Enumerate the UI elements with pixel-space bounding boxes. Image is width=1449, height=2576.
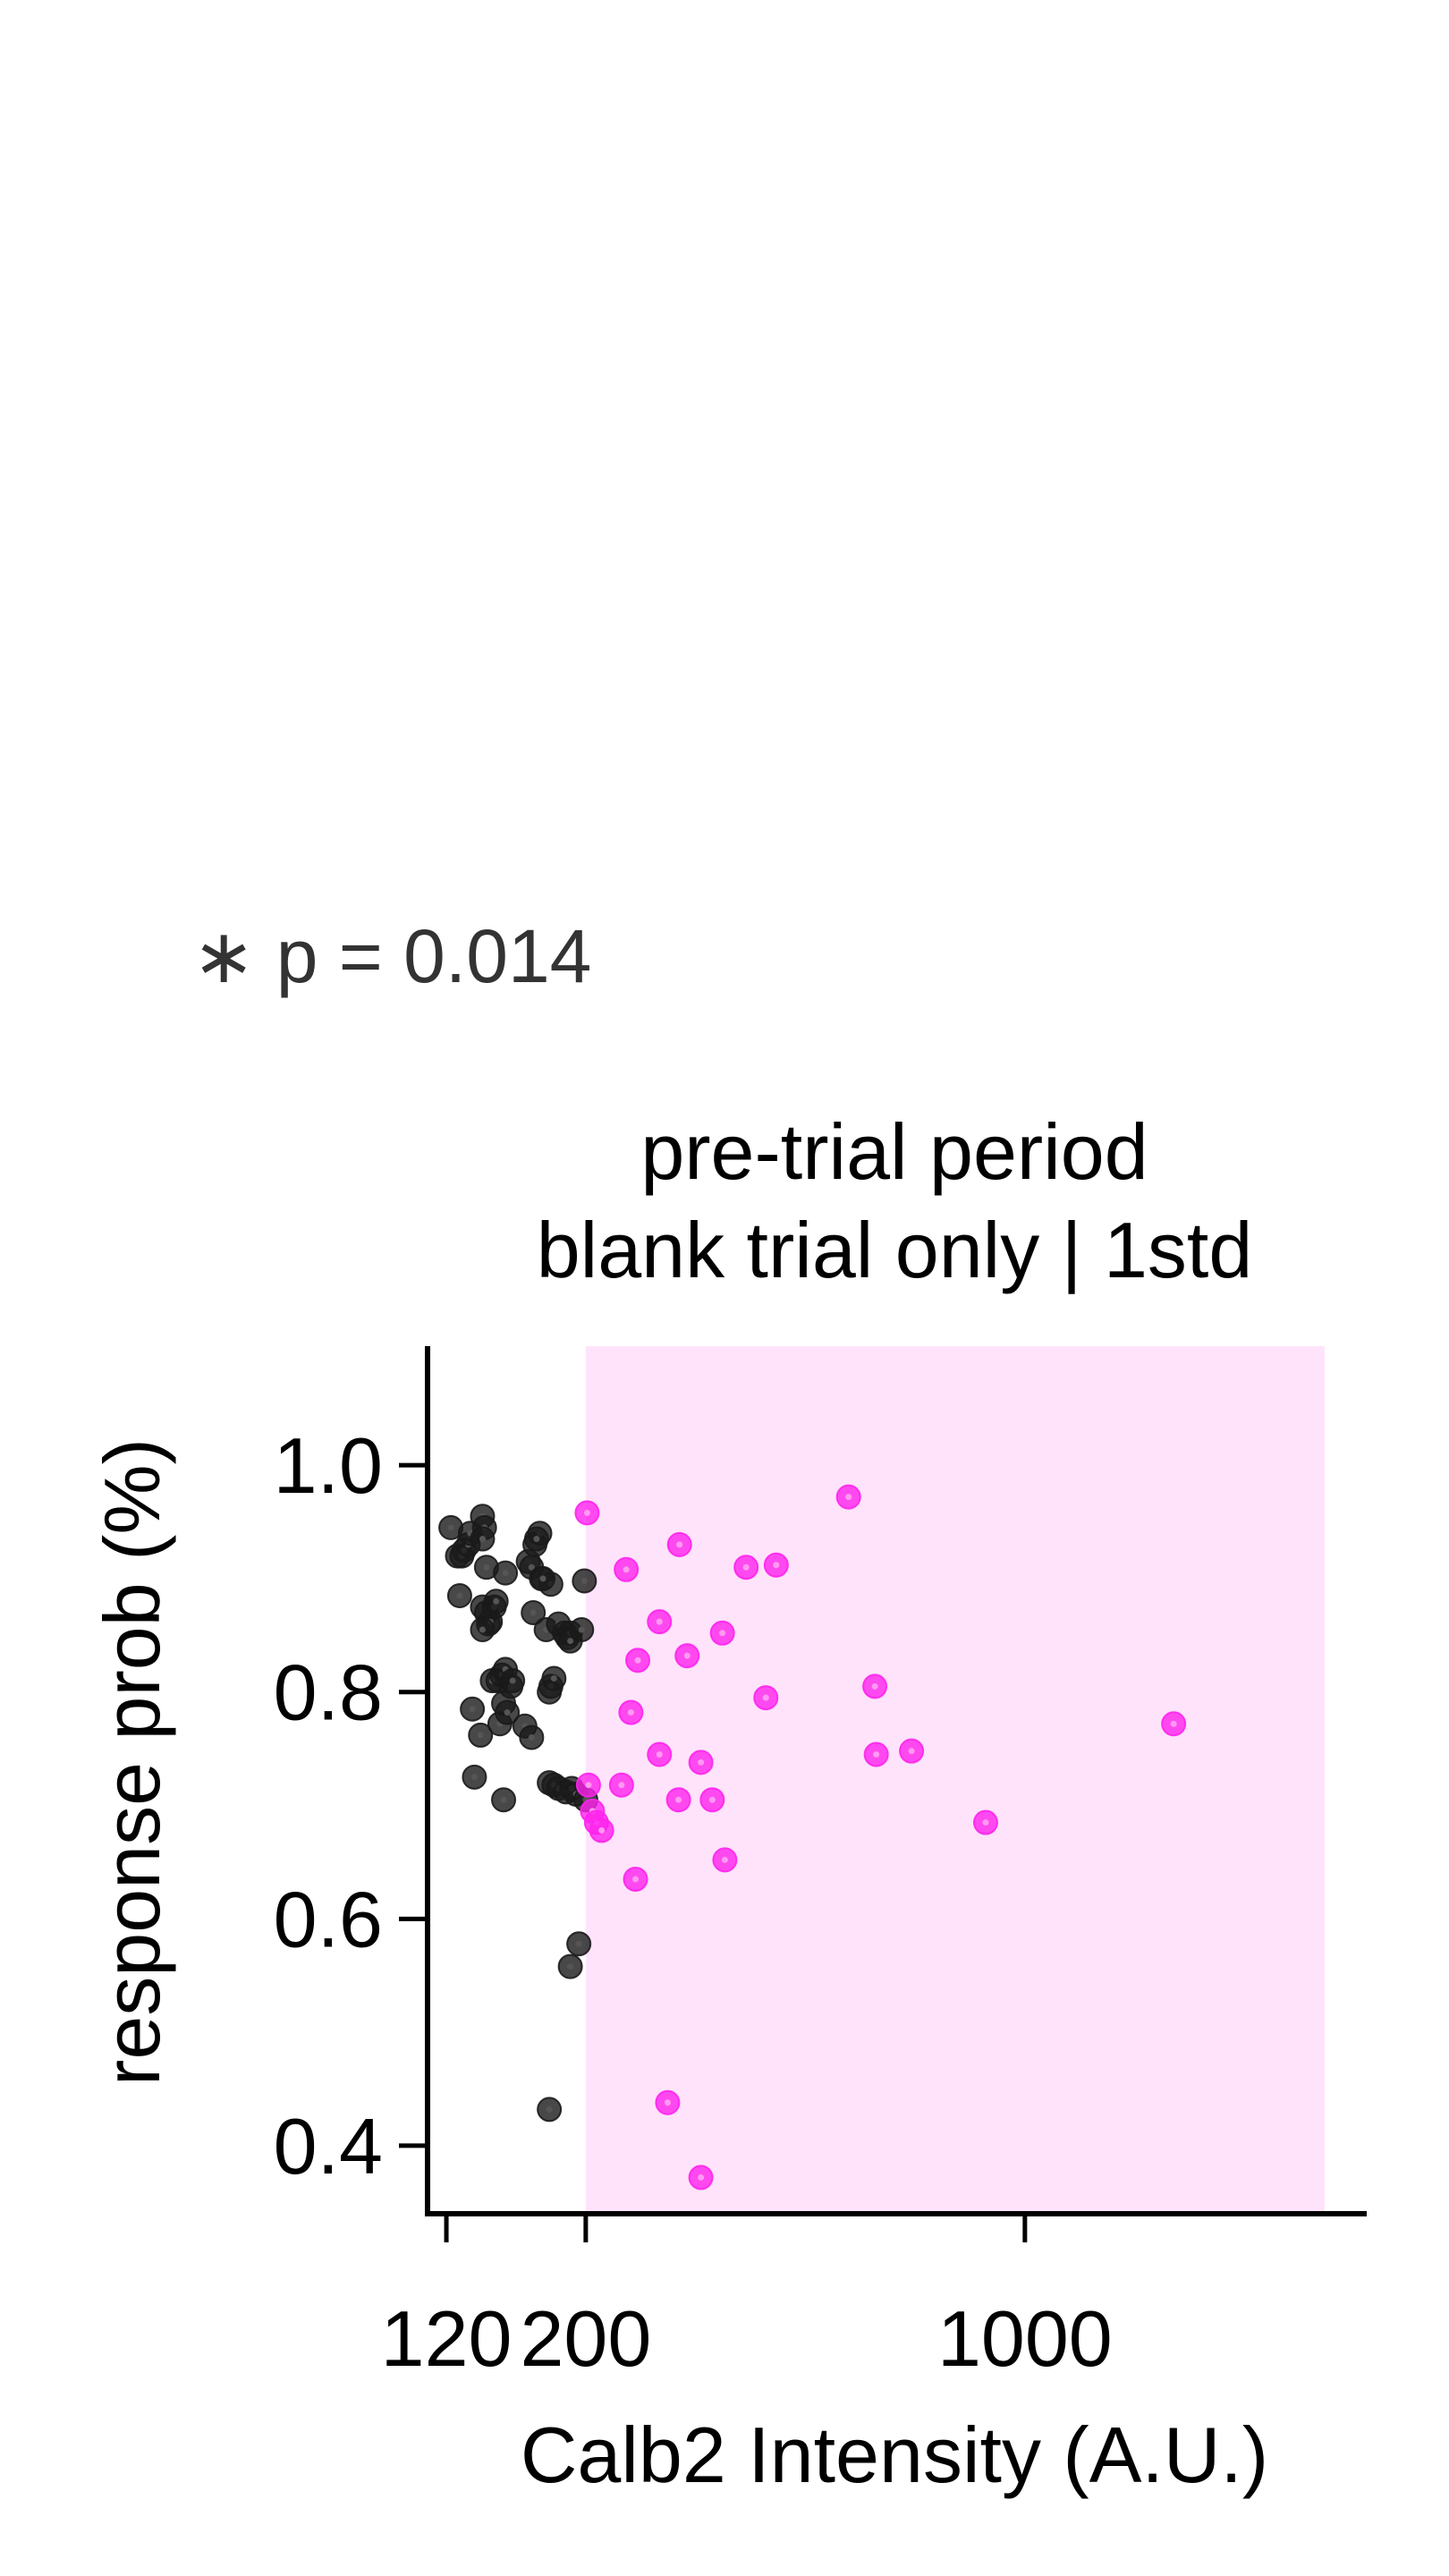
data-point-core-series-1-44	[500, 1796, 507, 1803]
data-point-core-series-2-27	[721, 1856, 728, 1863]
data-point-core-series-2-5	[773, 1562, 780, 1569]
data-point-core-series-2-1	[583, 1509, 590, 1516]
x-tick-label-1: 120	[381, 2294, 513, 2383]
data-point-core-series-2-24	[598, 1826, 606, 1834]
data-point-core-series-2-2	[623, 1566, 630, 1573]
data-point-core-series-1-18	[479, 1626, 486, 1633]
axis-ticks: 0.4 0.6 0.8 1.0 120 200 1000	[274, 1421, 1113, 2383]
data-point-core-series-2-6	[845, 1494, 852, 1501]
data-point-core-series-2-15	[675, 1796, 682, 1803]
data-point-core-series-2-28	[982, 1819, 989, 1826]
data-point-core-series-1-17	[493, 1597, 500, 1605]
data-point-core-series-1-24	[533, 1536, 540, 1543]
data-point-core-series-2-11	[762, 1694, 769, 1701]
data-point-core-series-1-38	[504, 1709, 511, 1716]
data-point-core-series-1-47	[550, 1675, 557, 1682]
x-axis-label: Calb2 Intensity (A.U.)	[521, 2411, 1268, 2499]
data-point-core-series-1-62	[575, 1940, 582, 1947]
data-point-core-series-2-13	[627, 1709, 634, 1716]
chart-title-line-1: pre-trial period	[640, 1107, 1148, 1196]
data-point-core-series-2-30	[698, 2174, 705, 2181]
data-point-core-series-1-53	[578, 1626, 585, 1633]
data-point-core-series-1-19	[502, 1570, 509, 1577]
data-point-core-series-2-19	[908, 1748, 915, 1755]
data-point-core-series-2-20	[1170, 1720, 1177, 1727]
data-point-core-series-2-10	[719, 1630, 726, 1637]
data-point-core-series-1-21	[528, 1563, 535, 1571]
scatter-points	[438, 1484, 1187, 2190]
data-point-core-series-2-17	[708, 1796, 716, 1803]
data-point-core-series-1-35	[509, 1677, 516, 1684]
y-tick-label-4: 1.0	[274, 1421, 383, 1510]
data-point-core-series-1-1	[447, 1524, 454, 1531]
data-point-core-series-1-54	[580, 1577, 588, 1584]
data-point-core-series-1-43	[470, 1774, 478, 1781]
data-point-core-series-2-26	[631, 1876, 639, 1883]
data-point-core-series-2-4	[742, 1563, 750, 1571]
data-point-core-series-1-52	[567, 1638, 574, 1645]
data-point-core-series-1-63	[567, 1963, 574, 1970]
highlight-region	[585, 1346, 1325, 2214]
x-tick-label-3: 1000	[937, 2294, 1113, 2383]
data-point-core-series-2-16	[698, 1758, 705, 1766]
data-point-core-series-2-8	[656, 1618, 663, 1625]
data-point-core-series-2-29	[664, 2099, 671, 2106]
significance-annotation: ∗ p = 0.014	[192, 914, 591, 998]
data-point-core-series-1-29	[539, 1575, 547, 1582]
y-tick-label-2: 0.6	[274, 1875, 383, 1963]
data-point-core-series-1-10	[479, 1536, 486, 1543]
data-point-core-series-2-14	[656, 1750, 663, 1758]
y-tick-label-3: 0.8	[274, 1648, 383, 1737]
chart-title-line-2: blank trial only | 1std	[537, 1206, 1253, 1294]
x-tick-label-2: 200	[520, 2294, 651, 2383]
data-point-core-series-2-21	[585, 1782, 592, 1789]
data-point-core-series-1-42	[477, 1732, 484, 1739]
y-tick-label-1: 0.4	[274, 2102, 383, 2190]
data-point-core-series-2-7	[634, 1657, 641, 1664]
data-point-core-series-2-12	[871, 1682, 878, 1690]
data-point-core-series-1-11	[483, 1563, 490, 1571]
data-point-core-series-2-25	[618, 1782, 625, 1789]
data-point-core-series-2-18	[873, 1750, 880, 1758]
data-point-core-series-2-3	[676, 1541, 683, 1548]
data-point-core-series-1-64	[546, 2106, 553, 2113]
data-point-core-series-1-7	[456, 1592, 463, 1599]
data-point-core-series-1-25	[530, 1609, 537, 1616]
data-point-core-series-1-40	[528, 1733, 535, 1741]
data-point-core-series-1-41	[469, 1706, 476, 1713]
data-point-core-series-2-9	[683, 1652, 691, 1659]
y-axis-label: response prob (%)	[88, 1438, 176, 2086]
